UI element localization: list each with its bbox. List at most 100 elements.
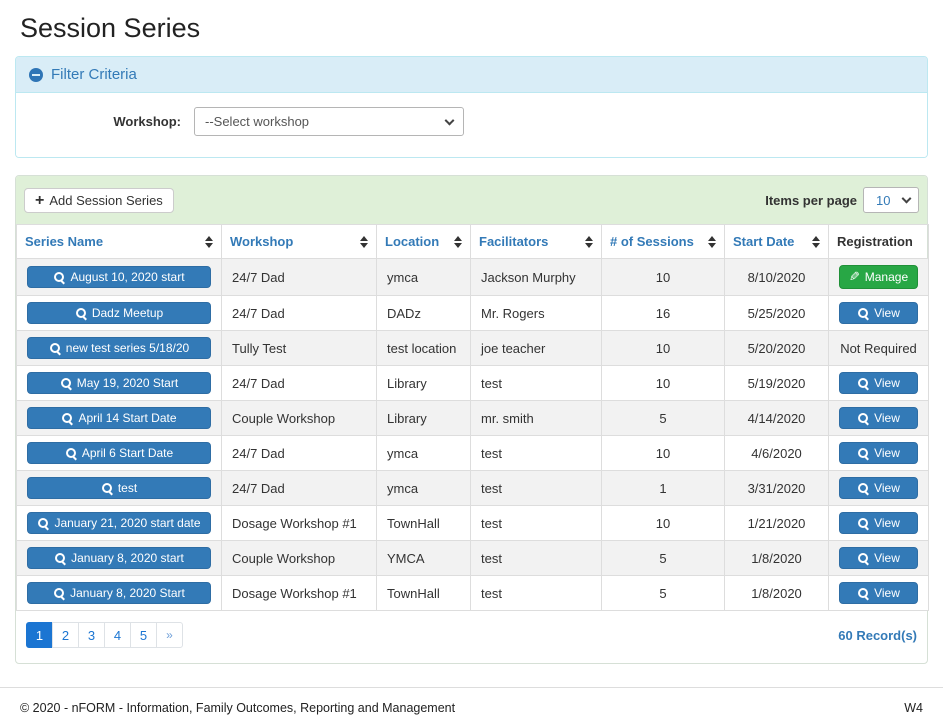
table-header-row: Series Name Workshop Location Facilitato… [16, 224, 929, 259]
location-cell: Library [376, 365, 471, 401]
sessions-cell: 10 [601, 505, 725, 541]
column-header-start-date[interactable]: Start Date [724, 224, 829, 259]
location-cell: TownHall [376, 505, 471, 541]
sessions-cell: 5 [601, 400, 725, 436]
column-header-facilitators[interactable]: Facilitators [470, 224, 602, 259]
view-registration-button[interactable]: View [839, 477, 918, 499]
footer-version: W4 [904, 701, 923, 715]
items-per-page-select[interactable]: 10 [863, 187, 919, 213]
column-header-workshop[interactable]: Workshop [221, 224, 377, 259]
sessions-cell: 10 [601, 258, 725, 296]
pencil-icon [849, 269, 860, 285]
series-name-button[interactable]: test [27, 477, 211, 499]
sessions-cell: 1 [601, 470, 725, 506]
view-registration-button[interactable]: View [839, 442, 918, 464]
search-icon [857, 517, 869, 529]
location-cell: ymca [376, 258, 471, 296]
start-date-cell: 4/14/2020 [724, 400, 829, 436]
series-name-button[interactable]: April 6 Start Date [27, 442, 211, 464]
series-name-button[interactable]: August 10, 2020 start [27, 266, 211, 288]
sessions-cell: 16 [601, 295, 725, 331]
start-date-cell: 4/6/2020 [724, 435, 829, 471]
search-icon [53, 271, 65, 283]
manage-registration-button[interactable]: Manage [839, 265, 918, 289]
sessions-cell: 5 [601, 540, 725, 576]
table-row: April 6 Start Date 24/7 Dad ymca test 10… [16, 435, 929, 471]
view-registration-button[interactable]: View [839, 407, 918, 429]
start-date-cell: 1/8/2020 [724, 540, 829, 576]
facilitators-cell: test [470, 505, 602, 541]
record-count: 60 Record(s) [838, 627, 917, 643]
sort-icon [812, 236, 820, 248]
plus-icon [35, 193, 44, 208]
session-series-panel: Add Session Series Items per page 10 Se [15, 175, 929, 664]
add-session-series-button[interactable]: Add Session Series [24, 187, 174, 213]
page-button-next[interactable]: » [156, 622, 183, 648]
footer: © 2020 - nFORM - Information, Family Out… [0, 687, 943, 715]
table-row: January 21, 2020 start date Dosage Works… [16, 505, 929, 541]
table-row: January 8, 2020 Start Dosage Workshop #1… [16, 575, 929, 611]
filter-criteria-panel: Filter Criteria Workshop: --Select works… [15, 56, 928, 158]
series-name-button[interactable]: April 14 Start Date [27, 407, 211, 429]
search-icon [857, 377, 869, 389]
facilitators-cell: Jackson Murphy [470, 258, 602, 296]
series-name-button[interactable]: January 8, 2020 start [27, 547, 211, 569]
table-row: new test series 5/18/20 Tully Test test … [16, 330, 929, 366]
page-button-2[interactable]: 2 [52, 622, 79, 648]
footer-copyright: © 2020 - nFORM - Information, Family Out… [20, 701, 456, 715]
search-icon [857, 482, 869, 494]
series-name-button[interactable]: May 19, 2020 Start [27, 372, 211, 394]
filter-body: Workshop: --Select workshop [16, 93, 927, 157]
table-row: January 8, 2020 start Couple Workshop YM… [16, 540, 929, 576]
column-header-series-name[interactable]: Series Name [16, 224, 222, 259]
column-header-sessions[interactable]: # of Sessions [601, 224, 725, 259]
pagination-row: 1 2 3 4 5 » 60 Record(s) [16, 611, 927, 663]
series-name-button[interactable]: new test series 5/18/20 [27, 337, 211, 359]
start-date-cell: 5/25/2020 [724, 295, 829, 331]
sort-icon [585, 236, 593, 248]
panel-heading: Add Session Series Items per page 10 [16, 176, 927, 224]
facilitators-cell: test [470, 365, 602, 401]
location-cell: ymca [376, 470, 471, 506]
start-date-cell: 3/31/2020 [724, 470, 829, 506]
workshop-select[interactable]: --Select workshop [194, 107, 464, 136]
sessions-cell: 5 [601, 575, 725, 611]
table-row: August 10, 2020 start 24/7 Dad ymca Jack… [16, 258, 929, 296]
series-name-button[interactable]: Dadz Meetup [27, 302, 211, 324]
view-registration-button[interactable]: View [839, 582, 918, 604]
view-registration-button[interactable]: View [839, 547, 918, 569]
page-button-1[interactable]: 1 [26, 622, 53, 648]
facilitators-cell: test [470, 435, 602, 471]
start-date-cell: 5/19/2020 [724, 365, 829, 401]
sessions-cell: 10 [601, 330, 725, 366]
registration-status-text: Not Required [828, 330, 929, 366]
page-button-3[interactable]: 3 [78, 622, 105, 648]
collapse-minus-circle-icon[interactable] [29, 67, 43, 82]
sort-icon [205, 236, 213, 248]
column-header-location[interactable]: Location [376, 224, 471, 259]
pagination: 1 2 3 4 5 » [26, 622, 183, 648]
table-row: test 24/7 Dad ymca test 1 3/31/2020 View [16, 470, 929, 506]
filter-criteria-header[interactable]: Filter Criteria [16, 57, 927, 93]
page-title: Session Series [20, 13, 201, 43]
view-registration-button[interactable]: View [839, 372, 918, 394]
page-button-5[interactable]: 5 [130, 622, 157, 648]
workshop-cell: 24/7 Dad [221, 295, 377, 331]
workshop-cell: Tully Test [221, 330, 377, 366]
workshop-cell: 24/7 Dad [221, 435, 377, 471]
page-button-4[interactable]: 4 [104, 622, 131, 648]
series-name-button[interactable]: January 8, 2020 Start [27, 582, 211, 604]
search-icon [49, 342, 61, 354]
add-session-series-label: Add Session Series [49, 192, 163, 208]
series-name-button[interactable]: January 21, 2020 start date [27, 512, 211, 534]
search-icon [857, 587, 869, 599]
table-row: May 19, 2020 Start 24/7 Dad Library test… [16, 365, 929, 401]
search-icon [53, 587, 65, 599]
workshop-cell: Dosage Workshop #1 [221, 505, 377, 541]
items-per-page-control: Items per page 10 [765, 187, 919, 213]
start-date-cell: 1/8/2020 [724, 575, 829, 611]
view-registration-button[interactable]: View [839, 302, 918, 324]
view-registration-button[interactable]: View [839, 512, 918, 534]
workshop-cell: Couple Workshop [221, 540, 377, 576]
sort-icon [454, 236, 462, 248]
